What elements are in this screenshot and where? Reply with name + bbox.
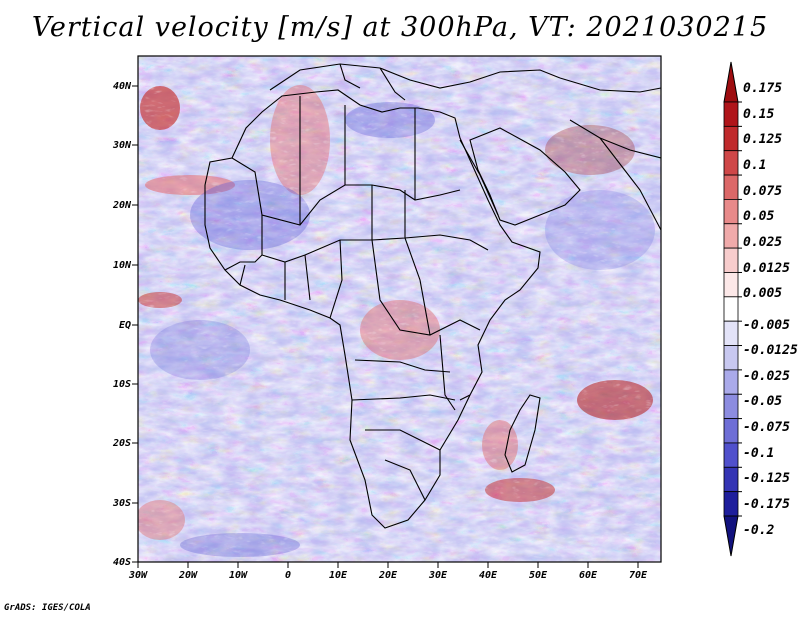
colorbar-swatch [723,174,739,200]
colorbar-swatch [723,491,739,517]
colorbar-swatch [723,320,739,346]
colorbar-swatch [723,418,739,444]
colorbar-swatch [723,345,739,371]
colorbar-swatch [723,101,739,127]
lat-ticks [132,85,138,563]
lat-label: 10S [113,379,131,390]
colorbar-label: -0.175 [743,497,790,512]
lon-label: 20W [178,570,198,581]
lon-label: 20E [378,570,398,581]
lon-label: 70E [629,570,648,581]
lon-label: 30W [128,570,148,581]
lat-label: 30N [112,140,132,151]
colorbar-label: 0.125 [743,132,782,147]
colorbar-label: -0.075 [743,420,790,435]
lon-label: 10W [229,570,248,581]
colorbar-swatch [723,272,739,298]
colorbar-label: -0.125 [743,471,790,486]
colorbar-label: 0.075 [743,184,782,199]
lon-label: 50E [529,570,548,581]
colorbar-label: 0.15 [743,107,774,122]
colorbar-label: 0.1 [743,158,766,173]
lat-label: 20N [112,200,132,211]
grads-credit: GrADS: IGES/COLA [4,603,91,613]
lon-label: 0 [285,570,291,581]
lon-label: 60E [579,570,598,581]
lon-label: 40E [479,570,498,581]
colorbar-swatch [723,199,739,225]
colorbar-label: -0.0125 [743,343,798,358]
map-title: Vertical velocity [m/s] at 300hPa, VT: 2… [31,12,769,43]
lat-label: 10N [113,260,132,271]
colorbar-cap-top [723,61,739,103]
colorbar-swatch [723,393,739,419]
velocity-field [138,56,661,562]
lon-labels: 30W 20W 10W 0 10E 20E 30E 40E 50E 60E 70… [128,570,648,581]
colorbar-swatch [723,442,739,468]
colorbar-swatch [723,466,739,493]
colorbar-label: 0.005 [743,286,782,301]
colorbar-cap-bottom [723,515,739,557]
colorbar-labels: 0.175 0.15 0.125 0.1 0.075 0.05 0.025 0.… [743,81,798,538]
lon-ticks [137,562,639,568]
colorbar-label: 0.05 [743,209,774,224]
colorbar-label: 0.175 [743,81,782,96]
colorbar-swatch [723,223,739,249]
colorbar-label: -0.2 [743,523,774,538]
lat-label: 40S [113,557,131,568]
colorbar-label: -0.005 [743,318,790,333]
colorbar [723,61,742,557]
coastlines [204,63,661,529]
colorbar-swatch [723,296,739,322]
colorbar-swatch [723,125,739,152]
lon-label: 30E [428,570,448,581]
lat-label: 40N [113,81,132,92]
lat-label: 20S [112,438,131,449]
colorbar-label: -0.1 [743,446,774,461]
colorbar-label: -0.025 [743,369,790,384]
colorbar-label: 0.0125 [743,261,790,276]
plot-frame [137,55,662,563]
colorbar-swatch [723,369,739,395]
lat-label: 30S [112,498,131,509]
colorbar-label: 0.025 [743,235,782,250]
colorbar-label: -0.05 [743,394,782,409]
colorbar-swatch [723,150,739,176]
lon-label: 10E [329,570,348,581]
lat-label: EQ [119,320,131,331]
lat-labels: 40N 30N 20N 10N EQ 10S 20S 30S 40S [112,81,132,568]
colorbar-swatch [723,247,739,273]
